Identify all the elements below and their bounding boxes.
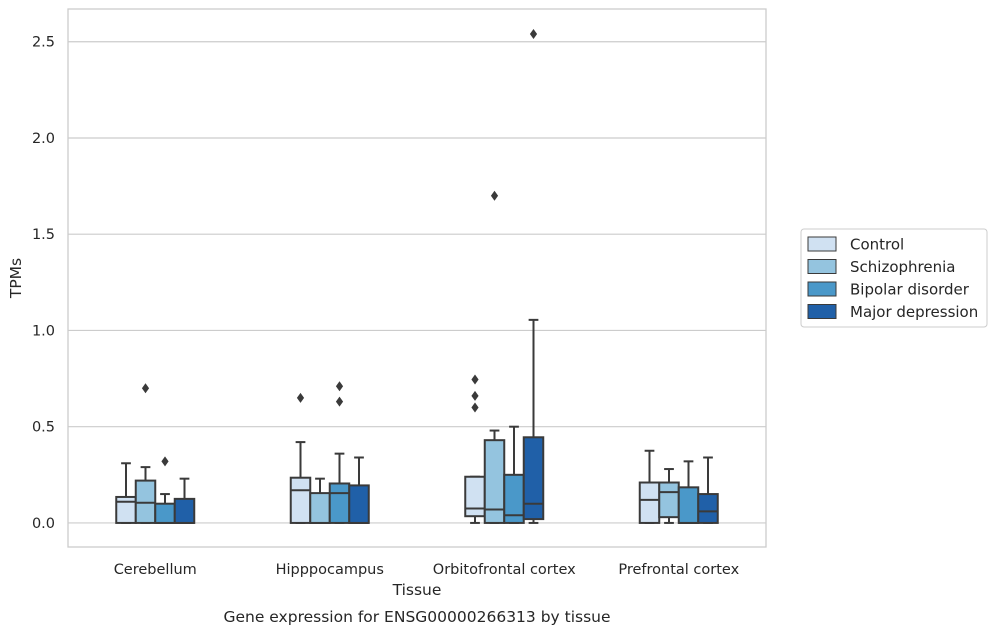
box-body bbox=[658, 481, 680, 519]
legend-swatch bbox=[807, 304, 837, 319]
y-tick-label: 1.5 bbox=[32, 227, 55, 243]
box-body bbox=[522, 436, 545, 521]
box-body bbox=[348, 484, 370, 524]
outlier-point bbox=[529, 29, 538, 40]
box-body bbox=[677, 486, 700, 524]
box-control bbox=[289, 392, 312, 524]
outlier-point bbox=[335, 381, 344, 392]
box-bipolar-disorder bbox=[503, 425, 525, 524]
box-body bbox=[638, 481, 661, 524]
box-body bbox=[154, 502, 176, 524]
outlier-point bbox=[335, 396, 344, 407]
box-body bbox=[697, 493, 719, 524]
box-control bbox=[115, 462, 137, 524]
box-body bbox=[173, 497, 196, 524]
y-tick-label: 0.0 bbox=[32, 516, 55, 532]
box-control bbox=[464, 374, 486, 524]
box-control bbox=[638, 449, 661, 524]
y-tick-label: 0.5 bbox=[32, 420, 55, 436]
box-body bbox=[289, 476, 312, 524]
legend: Control Schizophrenia Bipolar disorder Majo… bbox=[800, 228, 988, 328]
legend-frame bbox=[800, 228, 988, 328]
box-bipolar-disorder bbox=[328, 381, 351, 524]
legend-swatch bbox=[807, 281, 837, 297]
y-tick-label: 1.0 bbox=[32, 323, 55, 339]
x-tick-label: Cerebellum bbox=[114, 562, 197, 578]
outlier-point bbox=[161, 456, 169, 467]
outlier-point bbox=[471, 390, 479, 401]
legend-swatch bbox=[807, 259, 837, 274]
x-tick-label: Prefrontal cortex bbox=[618, 562, 739, 578]
box-body bbox=[464, 475, 486, 518]
outlier-point bbox=[141, 383, 150, 394]
outlier-point bbox=[471, 402, 479, 413]
x-tick-label: Hipppocampus bbox=[276, 562, 384, 578]
gridlines bbox=[68, 41, 766, 524]
outlier-point bbox=[471, 374, 479, 385]
y-tick-label: 2.5 bbox=[32, 35, 55, 51]
box-body bbox=[309, 492, 331, 524]
plot-area-frame bbox=[67, 8, 767, 548]
box-body bbox=[483, 439, 506, 524]
chart-caption: Gene expression for ENSG00000266313 by t… bbox=[223, 608, 610, 626]
box-body bbox=[328, 482, 351, 524]
x-tick-labels: Cerebellum Hipppocampus Orbitofrontal cort… bbox=[114, 562, 740, 578]
outlier-point bbox=[296, 392, 305, 403]
legend-label: Control bbox=[850, 236, 904, 254]
box-schizophrenia bbox=[309, 477, 331, 524]
x-axis-title: Tissue bbox=[392, 581, 442, 599]
box-bipolar-disorder bbox=[154, 456, 176, 524]
box-schizophrenia bbox=[134, 383, 157, 524]
outlier-point bbox=[490, 190, 499, 201]
box-major-depression bbox=[522, 29, 545, 524]
y-tick-label: 2.0 bbox=[32, 131, 55, 147]
box-bipolar-disorder bbox=[677, 460, 700, 524]
x-tick-label: Orbitofrontal cortex bbox=[433, 562, 576, 578]
legend-label: Bipolar disorder bbox=[850, 281, 970, 299]
box-major-depression bbox=[173, 477, 196, 524]
box-schizophrenia bbox=[658, 468, 680, 524]
legend-label: Schizophrenia bbox=[850, 258, 955, 276]
y-tick-labels: 0.0 0.5 1.0 1.5 2.0 2.5 bbox=[32, 35, 55, 532]
legend-label: Major depression bbox=[850, 303, 978, 321]
box-major-depression bbox=[348, 456, 370, 524]
boxes bbox=[115, 29, 719, 524]
box-schizophrenia bbox=[483, 190, 506, 524]
y-axis-title: TPMs bbox=[7, 258, 25, 299]
box-major-depression bbox=[697, 456, 719, 524]
legend-swatch bbox=[807, 236, 837, 252]
